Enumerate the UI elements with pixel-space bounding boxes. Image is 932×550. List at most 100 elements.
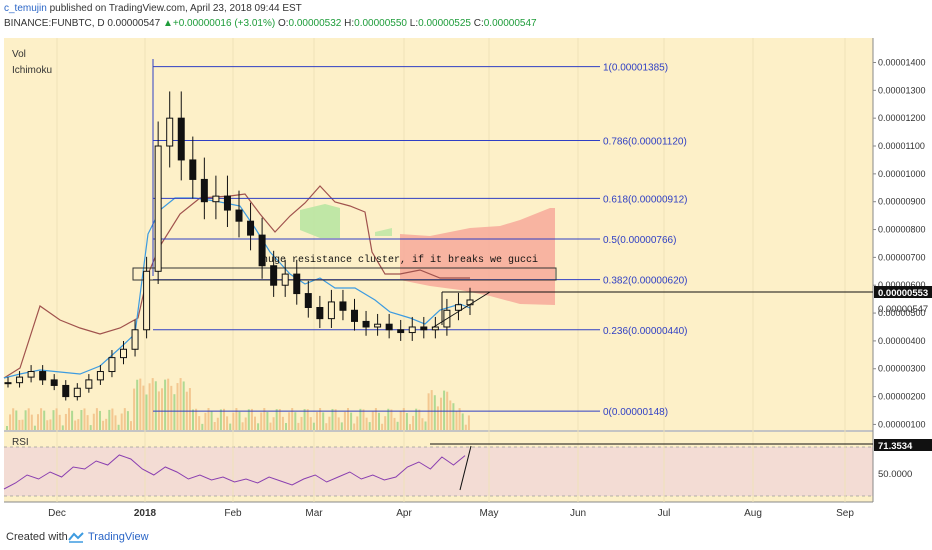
symbol-label[interactable]: BINANCE:FUNBTC, D: [4, 18, 105, 29]
volume-bar: [241, 422, 244, 430]
ichimoku-cloud-green-2: [375, 228, 392, 236]
volume-bar: [49, 419, 52, 430]
volume-bar: [188, 388, 191, 430]
annotation-text[interactable]: huge resistance cluster, if it breaks we…: [262, 254, 538, 266]
close-price-tag-text: 0.00000547: [878, 304, 928, 315]
volume-bar: [381, 423, 384, 430]
volume-bar: [443, 390, 446, 430]
candle-body: [166, 117, 174, 147]
volume-bar: [461, 413, 464, 430]
volume-bar: [257, 423, 260, 430]
volume-bar: [393, 417, 396, 430]
candle-body: [154, 145, 162, 272]
volume-bar: [278, 409, 281, 430]
volume-bar: [182, 381, 185, 430]
volume-bar: [334, 409, 337, 430]
volume-bar: [167, 378, 170, 430]
volume-bar: [213, 422, 216, 430]
volume-bar: [164, 379, 167, 430]
volume-bar: [27, 408, 30, 430]
volume-bar: [170, 385, 173, 430]
low-value: 0.00000525: [418, 18, 471, 29]
ichimoku-cloud-red: [400, 208, 555, 305]
author-link[interactable]: c_temujin: [4, 3, 47, 14]
volume-bar: [111, 408, 114, 430]
price-scale-labels: 0.00001400 0.00001300 0.00001200 0.00001100…: [873, 57, 926, 429]
volume-bar: [139, 378, 142, 430]
rsi-value-text: 71.3534: [878, 441, 913, 452]
volume-bar: [418, 409, 421, 430]
time-axis-label: Aug: [744, 508, 762, 519]
volume-bar: [291, 408, 294, 430]
volume-bar: [126, 411, 129, 430]
tradingview-logo-icon: [68, 532, 84, 543]
volume-bar: [105, 418, 108, 430]
chart-area[interactable]: 1(0.00001385) 0.786(0.00001120) 0.618(0.00…: [0, 38, 932, 522]
fibonacci-retracement[interactable]: 1(0.00001385) 0.786(0.00001120) 0.618(0.00…: [153, 63, 688, 418]
volume-bar: [272, 417, 275, 430]
high-value: 0.00000550: [354, 18, 407, 29]
time-axis[interactable]: [0, 502, 932, 522]
created-with-text: Created with: [6, 531, 68, 543]
tradingview-link[interactable]: TradingView: [88, 531, 149, 543]
time-axis-label: Dec: [48, 508, 66, 519]
resistance-box[interactable]: [132, 267, 557, 281]
volume-bar: [452, 403, 455, 430]
rsi-label[interactable]: RSI: [12, 437, 29, 448]
volume-bar: [30, 414, 33, 430]
volume-bar: [68, 408, 70, 430]
volume-bar: [440, 397, 442, 430]
volume-bar: [37, 414, 39, 430]
volume-bar: [173, 394, 176, 430]
volume-bar: [179, 378, 182, 430]
price-scale[interactable]: [873, 38, 932, 502]
price-scale-label: 0.00000600: [878, 280, 926, 290]
candle-body: [408, 326, 416, 334]
volume-bar: [238, 411, 241, 430]
volume-bar: [350, 412, 353, 430]
volume-bar: [433, 395, 436, 430]
candle-body: [293, 273, 301, 295]
volume-bar: [145, 394, 148, 430]
price-scale-label: 0.00000500: [878, 308, 926, 318]
volume-bar: [319, 408, 322, 430]
time-axis-label: Apr: [396, 508, 412, 519]
volume-bar: [247, 409, 250, 430]
volume-bar: [64, 413, 67, 430]
volume-bar: [396, 421, 399, 430]
volume-bar: [402, 408, 405, 430]
current-price-tag: [874, 286, 932, 298]
fib-level-label: 0.382(0.00000620): [603, 276, 688, 287]
candle-body: [62, 384, 70, 398]
volume-bar: [269, 422, 272, 430]
price-change: +0.00000016 (+3.01%): [172, 18, 276, 29]
fib-level-label: 0.236(0.00000440): [603, 326, 688, 337]
volume-bar: [337, 417, 340, 430]
volume-bar: [142, 385, 145, 430]
volume-bar: [371, 411, 374, 430]
volume-bar: [266, 412, 269, 430]
main-pane[interactable]: [4, 38, 873, 430]
volume-bar: [378, 412, 380, 430]
volume-bar: [130, 421, 132, 430]
candle-body: [258, 234, 266, 267]
rsi-value-tag: [874, 439, 932, 451]
price-scale-label: 0.00001200: [878, 113, 926, 123]
volume-bar: [195, 408, 198, 430]
volume-bar: [436, 406, 439, 430]
volume-bar: [263, 408, 266, 430]
chart-header: c_temujin published on TradingView.com, …: [0, 0, 932, 34]
volume-bar: [374, 408, 377, 430]
change-up-icon: ▲: [162, 18, 173, 29]
candle-body: [85, 379, 93, 389]
candle-body: [339, 301, 347, 311]
ichimoku-label[interactable]: Ichimoku: [12, 65, 52, 76]
price-scale-label: 0.00000900: [878, 197, 926, 207]
volume-bar: [328, 416, 331, 430]
published-text: published on TradingView.com, April 23, …: [46, 3, 302, 14]
candle-body: [16, 376, 24, 384]
volume-bar: [102, 420, 105, 430]
rsi-mid-label: 50.0000: [878, 469, 912, 480]
volume-bar: [405, 413, 408, 430]
vol-label[interactable]: Vol: [12, 49, 26, 60]
